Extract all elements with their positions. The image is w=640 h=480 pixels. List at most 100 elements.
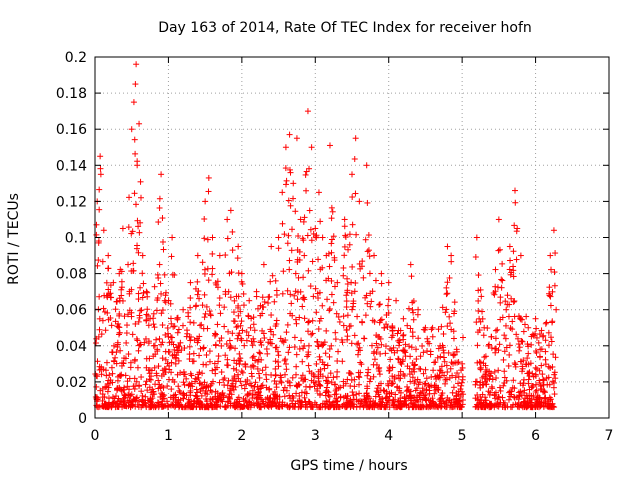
data-point [448,258,455,265]
data-point [459,334,466,341]
data-point [300,295,307,302]
data-point [506,266,513,273]
data-point [155,219,162,226]
data-point [481,354,488,361]
data-point [284,240,291,247]
data-point [248,370,255,377]
data-point [373,388,380,395]
data-point [175,326,182,333]
data-point [118,284,125,291]
data-point [376,371,383,378]
data-point [285,232,292,239]
data-point [103,279,110,286]
data-point [552,354,559,361]
data-point [424,335,431,342]
data-point [114,403,121,410]
data-point [174,315,181,322]
data-point [430,367,437,374]
data-point [168,359,175,366]
data-point [295,232,302,239]
data-point [237,308,244,315]
data-point [96,315,103,322]
data-point [404,322,411,329]
data-point [291,334,298,341]
data-point [268,312,275,319]
data-point [343,298,350,305]
data-point [415,335,422,342]
data-point [142,381,149,388]
data-point [251,327,258,334]
data-point [435,345,442,352]
data-point [548,338,555,345]
y-tick-label: 0.08 [56,267,87,283]
data-point [362,312,369,319]
data-point [286,266,293,273]
data-point [500,356,507,363]
data-point [201,266,208,273]
data-point [177,339,184,346]
data-point [228,269,235,276]
data-point [156,335,163,342]
data-point [316,353,323,360]
data-point [366,378,373,385]
data-point [332,336,339,343]
y-tick-label: 0.12 [56,194,87,210]
data-point [382,350,389,357]
data-point [176,387,183,394]
data-point [217,310,224,317]
data-point [414,393,421,400]
data-point [153,336,160,343]
data-point [394,347,401,354]
data-point [417,353,424,360]
data-point [496,341,503,348]
x-tick-label: 2 [237,428,246,444]
data-point [302,171,309,178]
data-point [306,207,313,214]
data-point [267,326,274,333]
data-point [502,298,509,305]
data-point [305,362,312,369]
data-point [501,332,508,339]
data-point [477,365,484,372]
data-point [300,274,307,281]
data-point [93,335,100,342]
data-point [154,348,161,355]
data-point [543,319,550,326]
data-point [123,322,130,329]
data-point [204,236,211,243]
data-point [459,376,466,383]
data-point [341,243,348,250]
data-point [160,246,167,253]
y-tick-label: 0.18 [56,86,87,102]
data-point [272,365,279,372]
data-point [348,290,355,297]
data-point [293,320,300,327]
data-point [533,366,540,373]
data-point [292,208,299,215]
data-point [176,343,183,350]
data-point [315,375,322,382]
data-point [510,298,517,305]
data-point [232,345,239,352]
data-point [354,341,361,348]
data-point [283,177,290,184]
data-point [274,348,281,355]
data-point [164,324,171,331]
data-point [194,278,201,285]
data-point [307,226,314,233]
data-point [352,279,359,286]
data-point [108,322,115,329]
data-point [372,277,379,284]
data-point [235,357,242,364]
data-point [356,403,363,410]
data-point [370,373,377,380]
data-point [419,342,426,349]
data-point [138,307,145,314]
data-point [169,352,176,359]
data-point [142,393,149,400]
data-point [391,374,398,381]
data-point [279,220,286,227]
data-point [287,291,294,298]
data-point [303,187,310,194]
